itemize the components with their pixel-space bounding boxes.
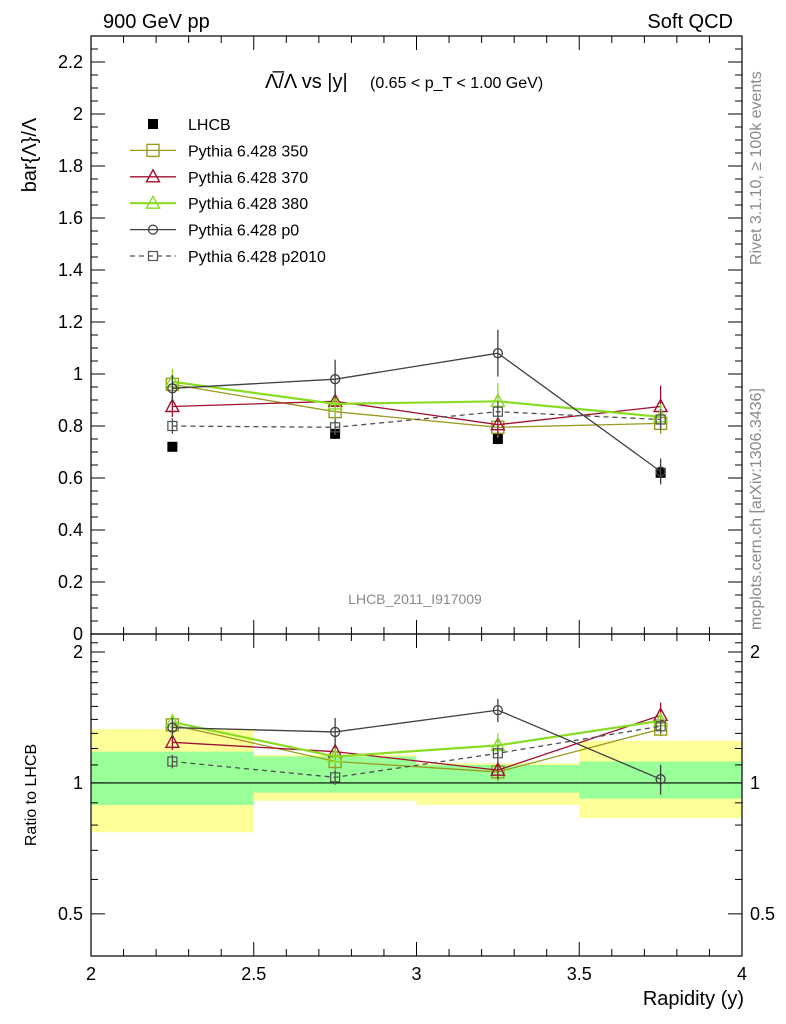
ratio-series-line [172,719,661,758]
ratio-y-tick-label-right: 2 [750,642,760,662]
main-series-line [172,352,662,473]
ratio-data-point [655,774,666,785]
plot-title-main: Λ̅/Λ vs |y| [265,70,348,93]
legend-item: LHCB [148,117,231,134]
main-y-tick-label: 0.6 [58,468,83,488]
main-data-point [655,466,666,477]
main-series-1 [165,374,668,438]
ratio-series-line [172,724,661,773]
main-data-point [327,395,343,410]
main-y-tick-label: 0.8 [58,416,83,436]
legend: LHCB Pythia 6.428 350 Pythia 6.428 370 Pyth… [130,117,326,266]
main-series-3 [164,368,669,430]
x-axis-label: Rapidity (y) [643,988,744,1010]
ratio-series-line [172,709,661,780]
main-data-point [167,383,178,394]
main-y-tick-label: 2 [73,104,83,124]
main-y-tick-label: 0.4 [58,520,83,540]
analysis-watermark: LHCB_2011_I917009 [348,591,482,607]
main-y-tick-label: 1.8 [58,156,83,176]
ratio-series-line [172,725,661,778]
legend-item: Pythia 6.428 370 [130,168,308,187]
plot-title: Λ̅/Λ vs |y| (0.65 < p_T < 1.00 GeV) [265,70,543,93]
ratio-series-3 [167,698,666,795]
ratio-data-point [167,756,178,767]
plot-title-cut: (0.65 < p_T < 1.00 GeV) [370,75,543,92]
ratio-data-point [167,722,178,733]
legend-marker [147,250,159,262]
main-data-point [330,422,341,433]
main-y-axis-label: bar{Λ}/Λ [19,117,41,192]
legend-marker [145,168,161,183]
legend-label: Pythia 6.428 350 [188,143,308,160]
main-series-5 [167,401,666,436]
ratio-y-tick-label: 2 [73,642,83,662]
legend-label: LHCB [188,117,231,134]
legend-label: Pythia 6.428 p2010 [188,249,326,266]
main-data-point [329,374,341,385]
x-tick-label: 3 [411,964,421,984]
x-tick-label: 2 [86,964,96,984]
ratio-data-point [490,761,506,776]
ratio-y-tick-label-right: 1 [750,773,760,793]
ratio-panel: Ratio to LHCB 2 2.5 3 3.5 4 0.5 0.5 1 1 2 2 Rapidi… [23,633,775,1010]
main-series-4 [167,329,666,485]
mcplots-label: mcplots.cern.ch [arXiv:1306.3436] [748,388,765,630]
main-data-point [655,414,666,425]
ratio-series-line [172,714,661,771]
main-data-point [492,406,503,417]
legend-item: Pythia 6.428 p2010 [130,249,326,266]
ratio-y-axis-label: Ratio to LHCB [23,744,40,846]
ratio-data-point [492,705,504,716]
legend-label: Pythia 6.428 370 [188,170,308,187]
legend-marker [145,194,161,209]
ratio-data-point [327,748,343,763]
legend-label: Pythia 6.428 380 [188,196,308,213]
main-data-point [492,434,503,444]
main-data-point [164,398,181,413]
main-y-tick-label: 1.2 [58,312,83,332]
main-series-0 [167,428,666,478]
main-data-point [167,420,178,432]
main-y-tick-label: 0 [73,624,83,644]
ratio-data-point [655,721,666,732]
ratio-data-point [492,748,503,759]
header-left: 900 GeV pp [103,11,210,33]
main-y-tick-label: 1.4 [58,260,83,280]
main-panel: bar{Λ}/Λ Λ̅/Λ vs |y| (0.65 < p_T < 1.00 … [19,35,743,644]
ratio-series-4 [167,719,666,785]
main-data-point [167,441,178,452]
main-y-tick-label: 1 [73,364,83,384]
rivet-version-label: Rivet 3.1.10, ≥ 100k events [748,71,765,265]
ratio-y-tick-label-right: 0.5 [750,904,775,924]
header-right: Soft QCD [647,11,733,33]
main-series-line [172,380,661,418]
legend-item: Pythia 6.428 p0 [130,223,299,240]
legend-marker [147,224,159,235]
ratio-data-point [164,733,181,748]
x-tick-label: 3.5 [567,964,592,984]
legend-label: Pythia 6.428 p0 [188,223,299,240]
legend-marker [146,143,160,158]
main-y-tick-label: 2.2 [58,52,83,72]
main-series-line [172,400,661,426]
ratio-data-point [330,772,341,783]
legend-item: Pythia 6.428 350 [130,143,308,160]
main-data-point [492,348,504,359]
x-tick-label: 2.5 [241,964,266,984]
main-data-point [490,416,506,431]
ratio-data-point [329,726,341,738]
ratio-y-tick-label: 1 [73,773,83,793]
ratio-y-tick-label: 0.5 [58,904,83,924]
legend-marker [148,119,158,129]
x-tick-label: 4 [737,964,747,984]
legend-item: Pythia 6.428 380 [130,194,308,213]
main-series-line [172,411,661,428]
main-y-tick-label: 0.2 [58,572,83,592]
main-y-tick-label: 1.6 [58,208,83,228]
